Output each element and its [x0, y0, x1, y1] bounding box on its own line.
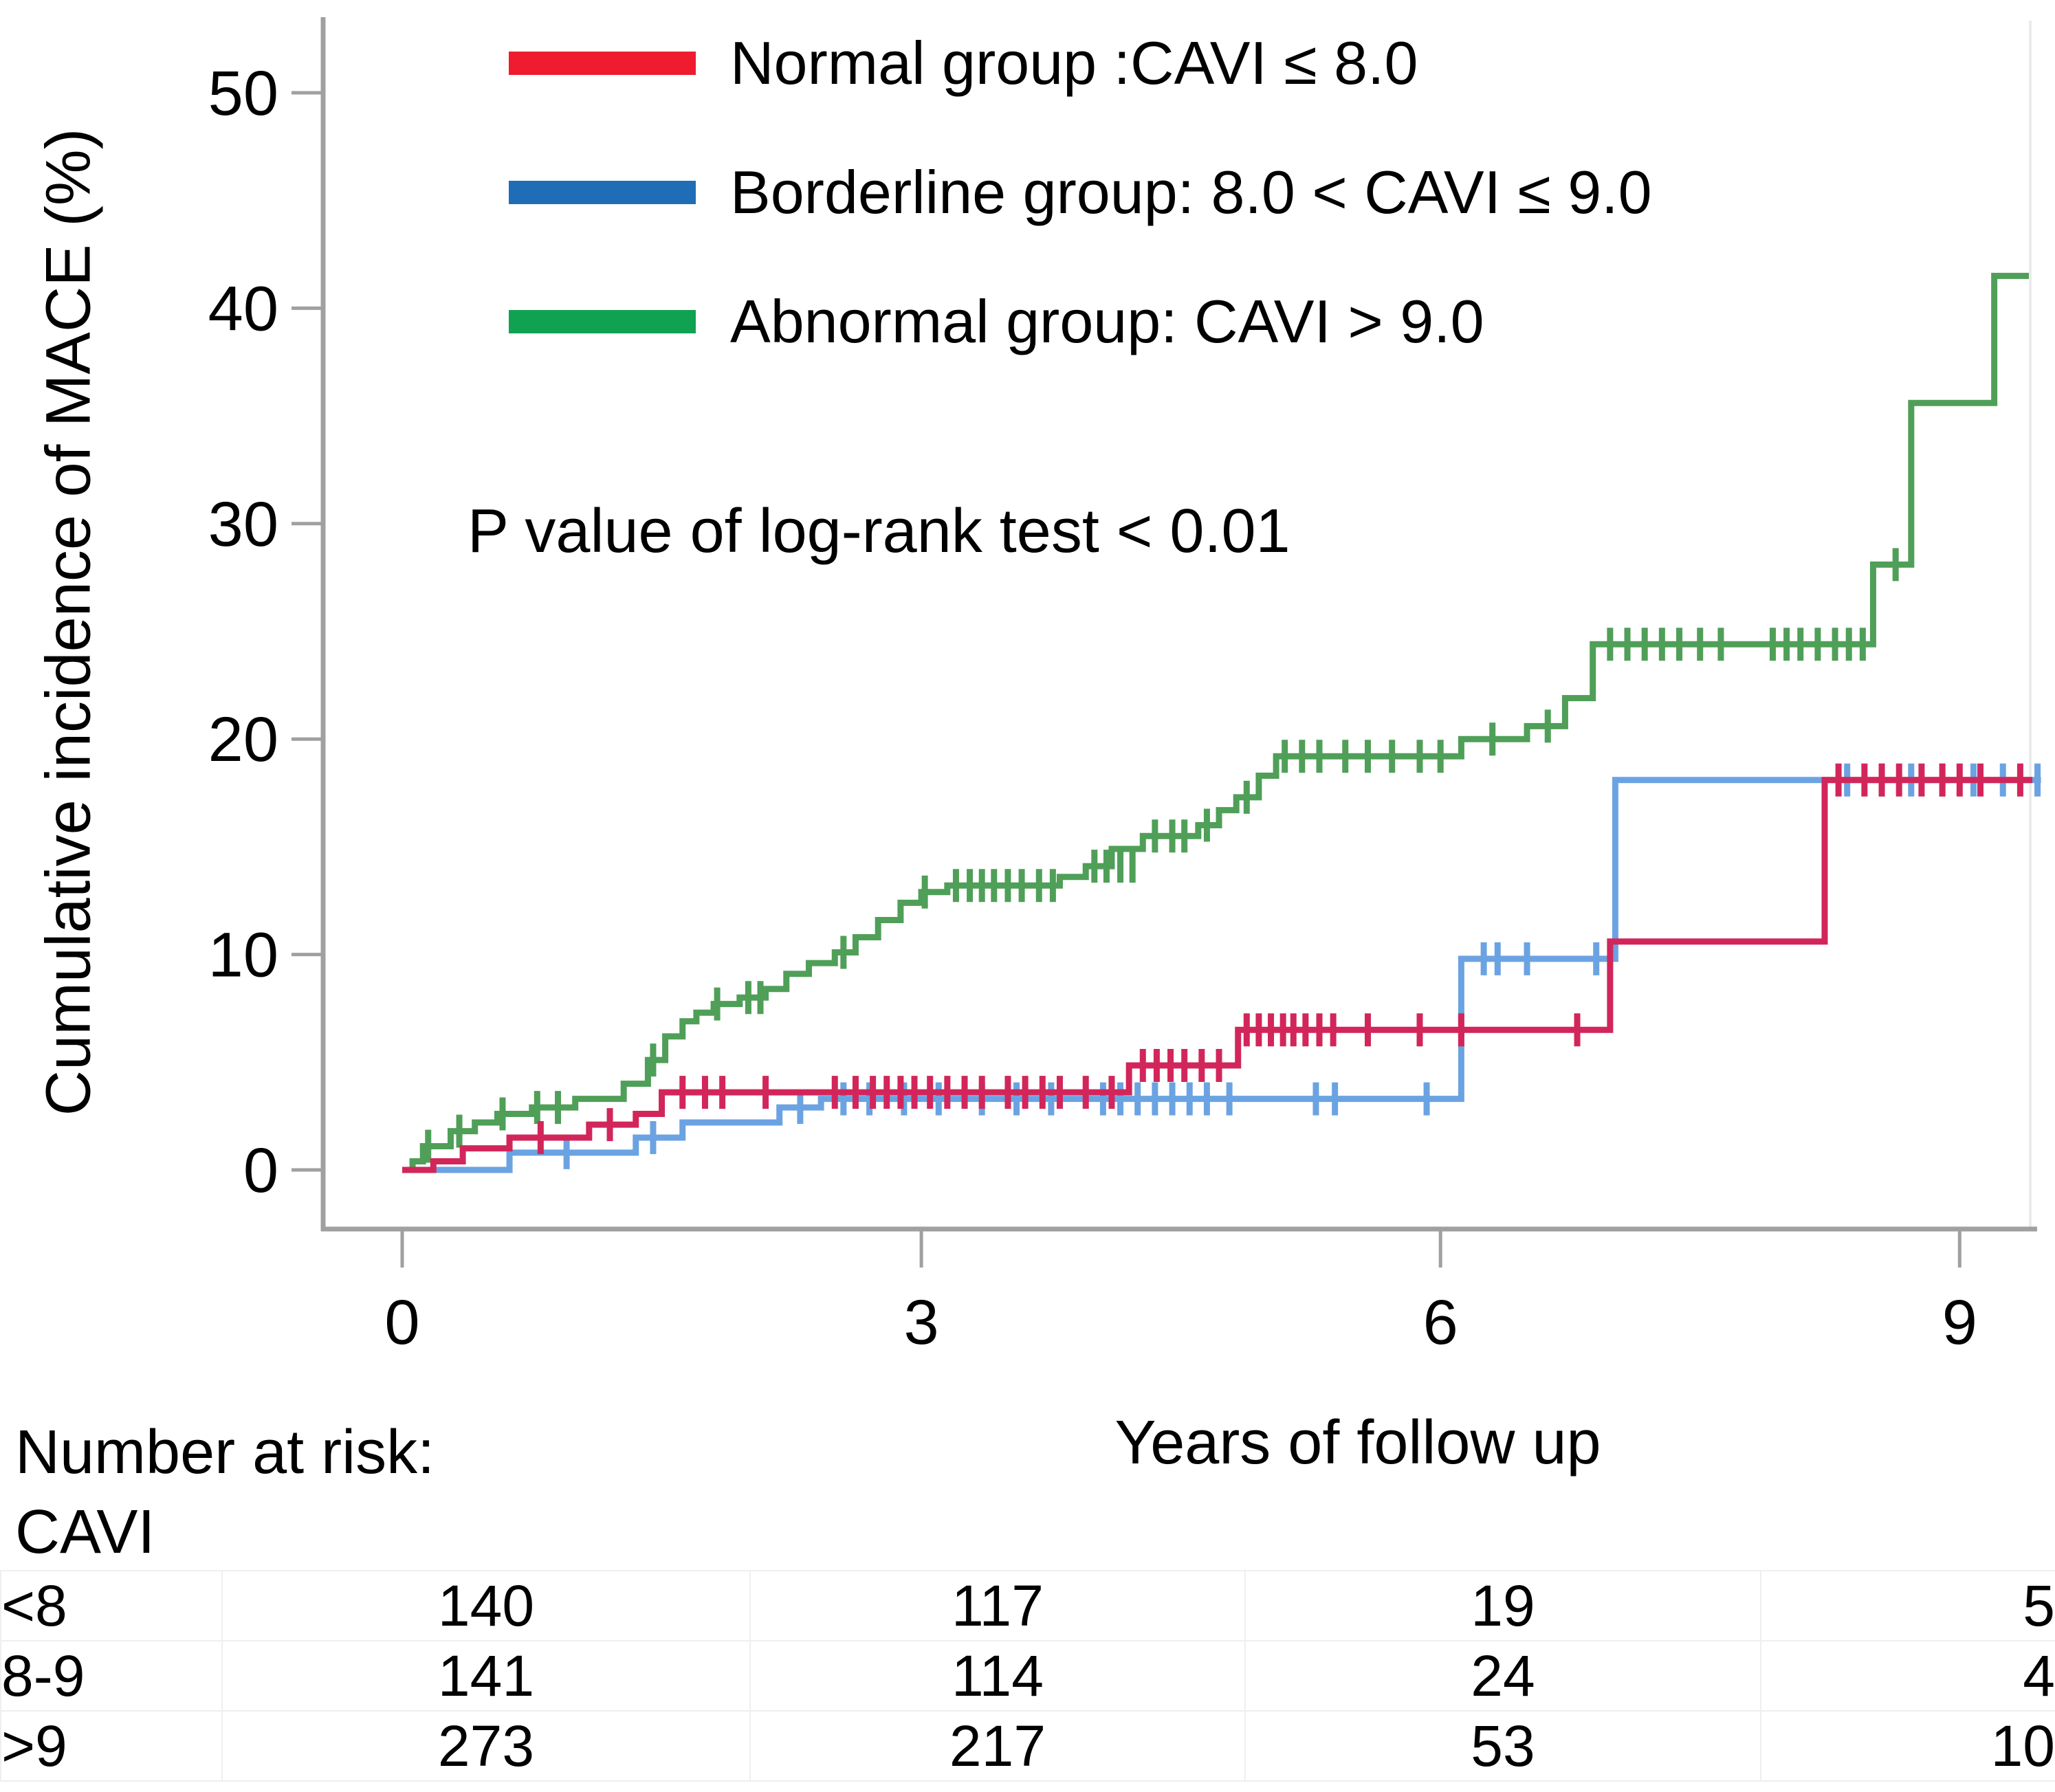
legend-label-borderline: Borderline group: 8.0 < CAVI ≤ 9.0 [730, 158, 1652, 226]
risk-count-cell: 53 [1244, 1710, 1761, 1782]
risk-count-cell: 141 [221, 1640, 751, 1712]
survival-curves [402, 272, 2041, 1173]
risk-count-cell: 4 [1760, 1640, 2055, 1712]
number-at-risk-table: <8 140 117 19 5 8-9 141 114 24 4 >9 273 217 53 10 [0, 1570, 2055, 1782]
y-axis-title: Cumulative incidence of MACE (%) [33, 128, 104, 1116]
y-axis-ticks: 0 10 20 30 40 50 [208, 58, 323, 1206]
survival-curve [402, 777, 2033, 1173]
legend-swatch-normal [509, 52, 696, 75]
x-tick-label: 9 [1942, 1287, 1977, 1358]
risk-table-row: <8 140 117 19 5 [0, 1570, 2055, 1641]
y-tick-label: 40 [208, 274, 278, 344]
legend-swatch-abnormal [509, 310, 696, 333]
risk-count-cell: 273 [221, 1710, 751, 1782]
risk-row-label: >9 [0, 1710, 223, 1782]
legend-item-abnormal: Abnormal group: CAVI > 9.0 [509, 286, 1484, 357]
y-tick-label: 20 [208, 705, 278, 775]
x-axis-ticks: 0 3 6 9 [384, 1229, 1977, 1358]
y-tick-label: 0 [243, 1136, 278, 1206]
log-rank-p-value-annotation: P value of log-rank test < 0.01 [468, 497, 1290, 566]
number-at-risk-title: Number at risk: [15, 1418, 435, 1487]
risk-count-cell: 10 [1760, 1710, 2055, 1782]
number-at-risk-table-body: <8 140 117 19 5 8-9 141 114 24 4 >9 273 217 53 10 [0, 1570, 2055, 1782]
x-tick-label: 3 [904, 1287, 939, 1358]
risk-table-row: >9 273 217 53 10 [0, 1710, 2055, 1782]
risk-table-row: 8-9 141 114 24 4 [0, 1640, 2055, 1712]
legend-item-borderline: Borderline group: 8.0 < CAVI ≤ 9.0 [509, 157, 1652, 228]
risk-row-label: 8-9 [0, 1640, 223, 1712]
x-axis-title: Years of follow up [1114, 1408, 1601, 1477]
risk-count-cell: 5 [1760, 1570, 2055, 1641]
x-tick-label: 6 [1423, 1287, 1458, 1358]
number-at-risk-subtitle: CAVI [15, 1498, 155, 1567]
risk-count-cell: 114 [749, 1640, 1246, 1712]
y-tick-label: 10 [208, 920, 278, 991]
risk-row-label: <8 [0, 1570, 223, 1641]
risk-count-cell: 117 [749, 1570, 1246, 1641]
legend-item-normal: Normal group :CAVI ≤ 8.0 [509, 27, 1418, 99]
y-tick-label: 50 [208, 58, 278, 129]
plot-frame [320, 17, 2037, 1232]
legend-swatch-borderline [509, 181, 696, 204]
risk-count-cell: 24 [1244, 1640, 1761, 1712]
risk-count-cell: 140 [221, 1570, 751, 1641]
risk-count-cell: 217 [749, 1710, 1246, 1782]
y-tick-label: 30 [208, 489, 278, 560]
survival-curve [402, 272, 2029, 1173]
legend-label-normal: Normal group :CAVI ≤ 8.0 [730, 29, 1418, 97]
survival-curve [402, 777, 2041, 1173]
x-tick-label: 0 [384, 1287, 419, 1358]
risk-count-cell: 19 [1244, 1570, 1761, 1641]
legend-label-abnormal: Abnormal group: CAVI > 9.0 [730, 287, 1484, 355]
